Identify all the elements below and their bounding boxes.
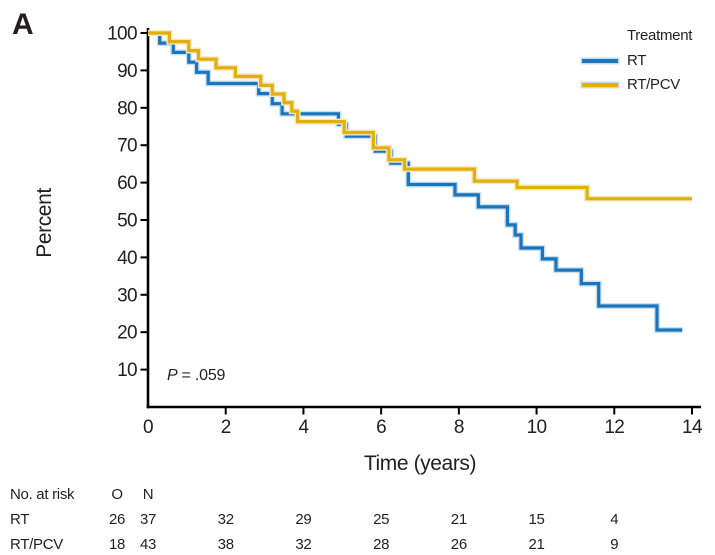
at-risk-count: 21 [528,536,545,553]
legend-label-rtpcv: RT/PCV [627,76,680,93]
at-risk-col-n-header: N [142,486,154,503]
p-value-symbol: P [167,367,178,384]
x-tick-label: 0 [143,417,153,438]
legend-label-rt: RT [627,52,647,69]
x-tick-label: 2 [221,417,231,438]
x-tick-label: 4 [298,417,309,438]
y-tick-label: 60 [117,173,137,194]
at-risk-count: 9 [610,536,619,553]
at-risk-observed: 26 [108,511,126,528]
at-risk-n: 37 [139,511,157,528]
at-risk-count: 21 [450,511,467,528]
at-risk-count: 32 [295,536,312,553]
y-tick-label: 70 [117,136,137,157]
at-risk-count: 38 [217,536,234,553]
x-tick-label: 8 [454,417,464,438]
y-tick-label: 20 [117,323,137,344]
legend-swatch-rt [582,59,618,63]
legend-swatch-rtpcv [582,83,618,87]
y-tick-label: 30 [117,285,137,306]
at-risk-count: 25 [373,511,390,528]
p-value-annotation: P = .059 [167,367,225,385]
x-axis-title: Time (years) [363,452,477,475]
at-risk-n: 43 [139,536,157,553]
panel-label: A [12,8,34,41]
y-tick-label: 90 [117,61,137,82]
y-tick-label: 40 [117,248,137,269]
at-risk-row-label: RT [10,511,30,528]
y-tick-label: 10 [117,360,137,381]
at-risk-count: 28 [373,536,390,553]
km-curve-rtpcv [148,31,692,201]
at-risk-observed: 18 [108,536,126,553]
y-tick-label: 100 [107,24,137,45]
at-risk-count: 32 [217,511,234,528]
p-value-text: = .059 [181,367,226,384]
at-risk-row-label: RT/PCV [10,536,63,553]
x-tick-label: 14 [682,417,703,438]
legend-title: Treatment [627,27,693,44]
y-tick-label: 80 [117,98,137,119]
legend: Treatment RT RT/PCV [0,0,715,100]
at-risk-title: No. at risk [10,486,75,503]
y-tick-label: 50 [117,211,137,232]
x-tick-label: 6 [376,417,386,438]
at-risk-col-o-header: O [111,486,123,503]
at-risk-count: 26 [450,536,467,553]
at-risk-count: 29 [295,511,312,528]
x-tick-label: 10 [527,417,547,438]
x-tick-label: 12 [604,417,624,438]
at-risk-count: 4 [610,511,619,528]
at-risk-count: 15 [528,511,545,528]
